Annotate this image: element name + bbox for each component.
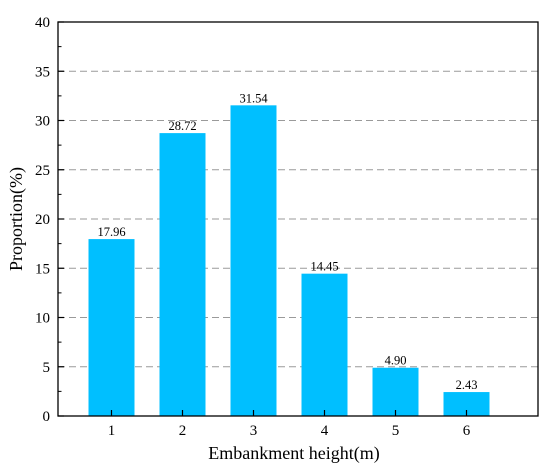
bars xyxy=(88,105,490,417)
bar-value-label: 17.96 xyxy=(97,225,125,239)
y-axis-ticks: 0 5 10 15 20 25 30 35 40 xyxy=(35,15,64,425)
gridlines xyxy=(58,70,538,368)
x-tick-label: 3 xyxy=(250,423,258,439)
y-axis-title: Proportion(%) xyxy=(6,167,27,271)
bar-value-label: 14.45 xyxy=(310,260,338,274)
bar-2 xyxy=(159,133,206,416)
bar-1 xyxy=(88,239,135,416)
x-tick-label: 1 xyxy=(108,423,116,439)
y-tick-label: 15 xyxy=(35,261,50,277)
x-tick-label: 5 xyxy=(392,423,400,439)
x-tick-label: 2 xyxy=(179,423,187,439)
x-tick-label: 6 xyxy=(463,423,471,439)
bar-value-label: 28.72 xyxy=(168,119,196,133)
bar-value-label: 4.90 xyxy=(385,354,407,368)
y-tick-label: 30 xyxy=(35,114,50,130)
x-axis-ticks: 1 2 3 4 5 6 xyxy=(108,410,471,439)
y-tick-label: 20 xyxy=(35,212,50,228)
bar-value-labels: 17.96 28.72 31.54 14.45 4.90 2.43 xyxy=(97,91,477,392)
y-tick-label: 10 xyxy=(35,311,50,327)
x-axis-title: Embankment height(m) xyxy=(208,443,379,464)
bar-value-label: 2.43 xyxy=(456,378,478,392)
bar-6 xyxy=(443,392,490,416)
bar-4 xyxy=(301,273,348,416)
bar-3 xyxy=(230,105,277,417)
y-tick-label: 0 xyxy=(43,409,51,425)
bar-5 xyxy=(372,367,419,416)
x-tick-label: 4 xyxy=(321,423,329,439)
y-tick-label: 5 xyxy=(43,360,51,376)
y-tick-label: 35 xyxy=(35,64,50,80)
y-tick-label: 25 xyxy=(35,163,50,179)
y-tick-label: 40 xyxy=(35,15,50,31)
bar-value-label: 31.54 xyxy=(239,91,268,105)
